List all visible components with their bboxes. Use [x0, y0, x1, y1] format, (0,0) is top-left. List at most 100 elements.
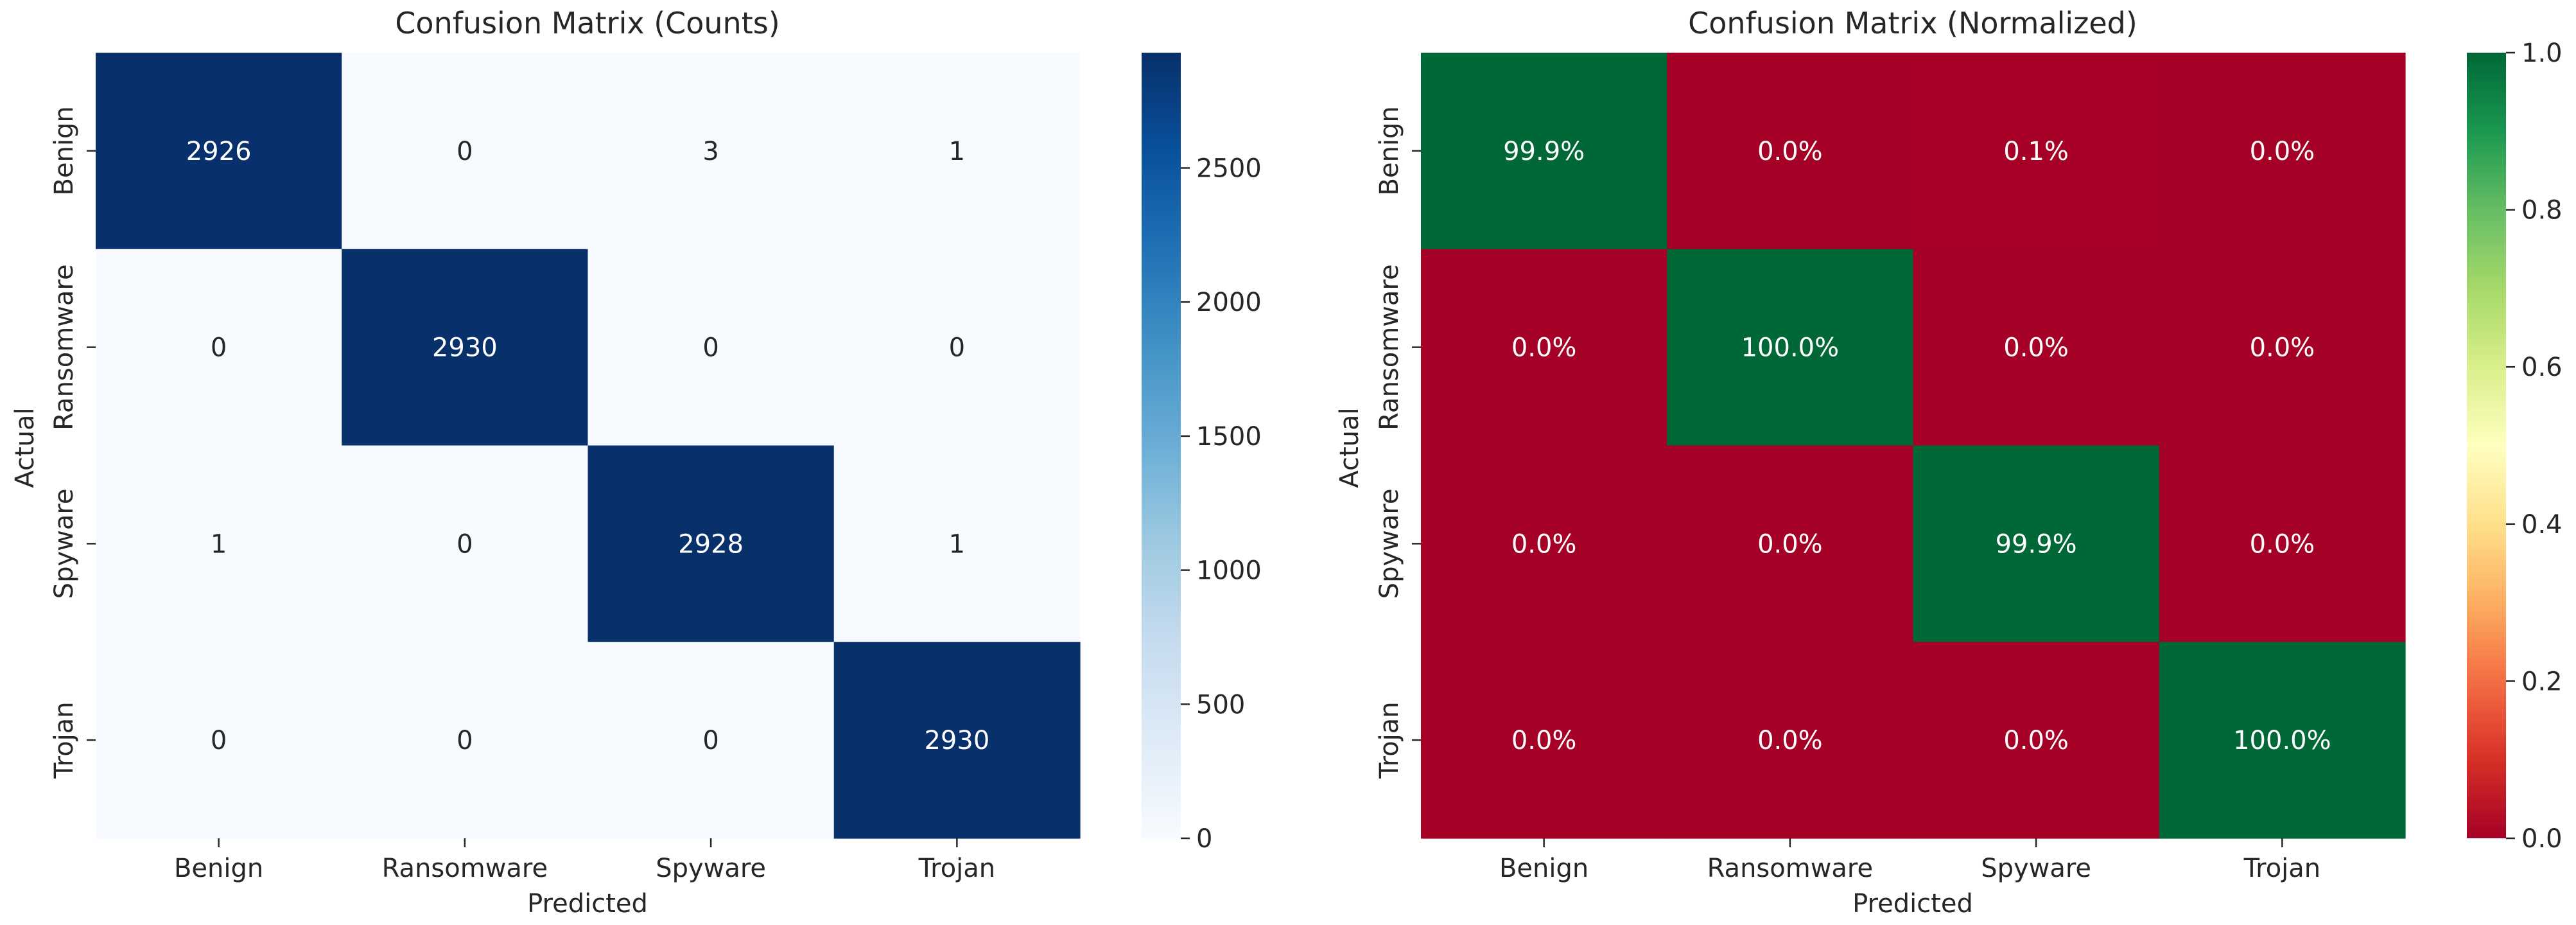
counts-cell-trojan-spyware: [587, 642, 835, 839]
normalized-cell-spyware-trojan: [2159, 445, 2406, 642]
normalized-cell-label: 0.1%: [2003, 137, 2069, 166]
normalized-colorbar-tick-label: 0.6: [2521, 353, 2563, 382]
normalized-chart-title: Confusion Matrix (Normalized): [1688, 6, 2137, 40]
counts-cell-label: 0: [457, 529, 473, 559]
normalized-colorbar: [2467, 53, 2506, 838]
counts-colorbar-tick-label: 1000: [1196, 556, 1262, 586]
counts-x-tick-label: Benign: [174, 854, 263, 883]
normalized-cell-label: 100.0%: [2233, 726, 2331, 755]
counts-x-tick-label: Ransomware: [382, 854, 548, 883]
normalized-y-tick-label: Benign: [1375, 106, 1404, 195]
normalized-colorbar-tick-label: 0.2: [2521, 667, 2563, 696]
counts-x-axis-label: Predicted: [527, 889, 648, 919]
normalized-cell-benign-trojan: [2159, 53, 2406, 250]
counts-cell-label: 2930: [924, 726, 989, 755]
normalized-cell-label: 100.0%: [1741, 333, 1840, 363]
normalized-cell-label: 0.0%: [2003, 726, 2069, 755]
counts-cell-trojan-ransomware: [342, 642, 589, 839]
counts-cell-label: 0: [457, 137, 473, 166]
counts-cell-label: 0: [457, 726, 473, 755]
counts-cell-label: 2926: [186, 137, 252, 166]
normalized-cell-ransomware-trojan: [2159, 249, 2406, 446]
normalized-cell-ransomware-benign: [1421, 249, 1667, 446]
normalized-x-tick-label: Ransomware: [1707, 854, 1873, 883]
normalized-cell-spyware-spyware: [1913, 445, 2160, 642]
normalized-y-tick-label: Spyware: [1375, 488, 1404, 599]
normalized-cell-benign-spyware: [1913, 53, 2160, 250]
normalized-cell-trojan-spyware: [1913, 642, 2160, 839]
normalized-cell-trojan-trojan: [2159, 642, 2406, 839]
counts-y-tick-label: Trojan: [49, 701, 79, 779]
counts-cell-benign-ransomware: [342, 53, 589, 250]
counts-colorbar-tick-label: 1500: [1196, 422, 1262, 452]
counts-cell-ransomware-spyware: [587, 249, 835, 446]
counts-cell-label: 1: [211, 529, 227, 559]
counts-cell-trojan-benign: [96, 642, 342, 839]
counts-chart-title: Confusion Matrix (Counts): [395, 6, 779, 40]
counts-cell-benign-spyware: [587, 53, 835, 250]
normalized-cell-label: 99.9%: [1503, 137, 1585, 166]
counts-colorbar-ticks: 0 500 1000 1500 2000 2500: [1181, 154, 1262, 854]
counts-cell-benign-trojan: [833, 53, 1081, 250]
counts-cell-spyware-trojan: [833, 445, 1081, 642]
counts-heatmap-panel: Confusion Matrix (Counts) 2926 0 3 10 2930 0 0…: [10, 6, 1262, 919]
counts-colorbar-tick-label: 2000: [1196, 288, 1262, 317]
normalized-cell-label: 0.0%: [2250, 333, 2315, 363]
normalized-cell-label: 0.0%: [1511, 726, 1577, 755]
counts-y-tick-label: Spyware: [49, 488, 79, 599]
counts-cell-label: 2930: [432, 333, 498, 363]
normalized-colorbar-tick-label: 0.4: [2521, 510, 2563, 540]
counts-cell-label: 2928: [678, 529, 744, 559]
normalized-x-tick-label: Trojan: [2243, 854, 2321, 883]
normalized-cell-label: 0.0%: [1757, 726, 1823, 755]
counts-cell-label: 3: [702, 137, 718, 166]
normalized-y-tick-label: Ransomware: [1375, 264, 1404, 430]
normalized-x-tick-label: Spyware: [1981, 854, 2091, 883]
counts-cell-label: 0: [211, 333, 227, 363]
normalized-cell-label: 0.0%: [2250, 137, 2315, 166]
counts-cell-label: 0: [702, 726, 718, 755]
counts-cell-label: 1: [949, 529, 965, 559]
counts-colorbar: [1142, 53, 1181, 838]
counts-colorbar-tick-label: 500: [1196, 690, 1245, 719]
normalized-cell-spyware-ransomware: [1667, 445, 1914, 642]
counts-colorbar-tick-label: 2500: [1196, 154, 1262, 183]
counts-cell-spyware-ransomware: [342, 445, 589, 642]
normalized-colorbar-tick-label: 0.8: [2521, 196, 2563, 225]
normalized-heatmap-cells: 99.9% 0.0% 0.1% 0.0% 0.0% 100.0% 0.0% 0.0% 0.0% 0…: [1421, 53, 2406, 839]
counts-x-tick-label: Spyware: [656, 854, 766, 883]
normalized-x-tick-label: Benign: [1499, 854, 1588, 883]
normalized-colorbar-tick-label: 1.0: [2521, 39, 2563, 68]
normalized-y-axis-label: Actual: [1335, 407, 1364, 488]
counts-heatmap-axes: Benign Ransomware Spyware Trojan Benign Ranso…: [49, 106, 995, 883]
normalized-cell-trojan-ransomware: [1667, 642, 1914, 839]
counts-cell-ransomware-benign: [96, 249, 342, 446]
counts-heatmap-cells: 2926 0 3 1 0 2930 0 0 1 0 2928 1 0 0 0 2930: [96, 53, 1081, 839]
counts-y-tick-label: Ransomware: [49, 264, 79, 430]
normalized-heatmap-axes: Benign Ransomware Spyware Trojan Benign Ranso…: [1375, 106, 2320, 883]
normalized-cell-label: 0.0%: [2250, 529, 2315, 559]
counts-cell-label: 0: [949, 333, 965, 363]
normalized-cell-label: 99.9%: [1996, 529, 2077, 559]
counts-cell-spyware-spyware: [587, 445, 835, 642]
normalized-cell-spyware-benign: [1421, 445, 1667, 642]
counts-cell-benign-benign: [96, 53, 342, 250]
normalized-cell-benign-benign: [1421, 53, 1667, 250]
counts-y-axis-label: Actual: [10, 407, 40, 488]
counts-colorbar-tick-label: 0: [1196, 824, 1212, 854]
normalized-cell-label: 0.0%: [1511, 529, 1577, 559]
counts-x-tick-label: Trojan: [918, 854, 996, 883]
normalized-cell-ransomware-spyware: [1913, 249, 2160, 446]
normalized-cell-label: 0.0%: [1757, 137, 1823, 166]
counts-cell-trojan-trojan: [833, 642, 1081, 839]
normalized-cell-trojan-benign: [1421, 642, 1667, 839]
normalized-cell-benign-ransomware: [1667, 53, 1914, 250]
normalized-cell-label: 0.0%: [1757, 529, 1823, 559]
counts-cell-ransomware-ransomware: [342, 249, 589, 446]
normalized-cell-ransomware-ransomware: [1667, 249, 1914, 446]
normalized-colorbar-ticks: 0.0 0.2 0.4 0.6 0.8 1.0: [2506, 39, 2563, 854]
counts-cell-label: 0: [211, 726, 227, 755]
counts-cell-spyware-benign: [96, 445, 342, 642]
counts-cell-label: 1: [949, 137, 965, 166]
